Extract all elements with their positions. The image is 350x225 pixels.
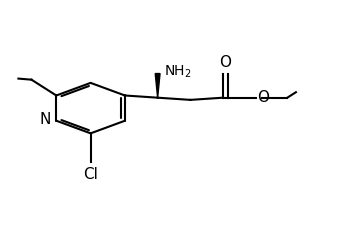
Text: NH$_2$: NH$_2$: [164, 63, 191, 80]
Text: O: O: [219, 55, 231, 70]
Text: O: O: [258, 90, 270, 105]
Text: N: N: [40, 112, 51, 127]
Polygon shape: [155, 74, 160, 98]
Text: Cl: Cl: [83, 167, 98, 182]
